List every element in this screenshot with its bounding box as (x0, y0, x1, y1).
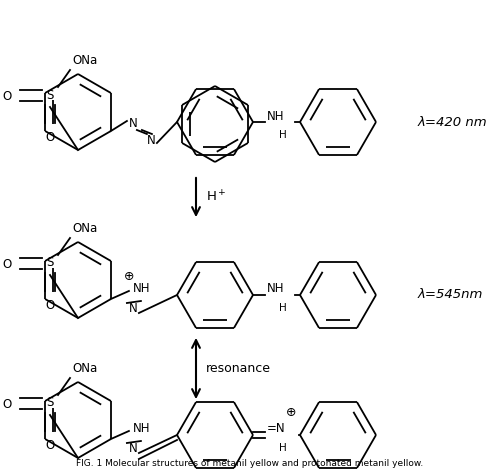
Text: ONa: ONa (72, 362, 97, 375)
Text: N: N (146, 135, 156, 147)
Text: H: H (279, 303, 287, 313)
Text: ONa: ONa (72, 54, 97, 67)
Text: S: S (46, 89, 54, 101)
Text: NH: NH (267, 283, 284, 295)
Text: NH: NH (133, 422, 150, 436)
Text: O: O (46, 299, 54, 312)
Text: resonance: resonance (206, 362, 271, 374)
Text: H: H (279, 443, 287, 453)
Text: $\oplus$: $\oplus$ (286, 407, 296, 419)
Text: O: O (3, 90, 12, 102)
Text: N: N (128, 443, 138, 456)
Text: FIG. 1 Molecular structures of metanil yellow and protonated metanil yellow.: FIG. 1 Molecular structures of metanil y… (76, 459, 424, 468)
Text: O: O (46, 131, 54, 144)
Text: $\oplus$: $\oplus$ (124, 271, 134, 283)
Text: N: N (128, 302, 138, 316)
Text: H: H (279, 130, 287, 140)
Text: N: N (128, 117, 138, 129)
Text: λ=545nm: λ=545nm (418, 289, 484, 301)
Text: O: O (3, 398, 12, 410)
Text: NH: NH (133, 283, 150, 295)
Text: S: S (46, 396, 54, 410)
Text: O: O (3, 257, 12, 271)
Text: S: S (46, 256, 54, 270)
Text: NH: NH (267, 109, 284, 122)
Text: =N: =N (267, 422, 285, 436)
Text: O: O (46, 439, 54, 452)
Text: ONa: ONa (72, 222, 97, 235)
Text: H$^+$: H$^+$ (206, 189, 227, 205)
Text: λ=420 nm: λ=420 nm (418, 116, 488, 128)
